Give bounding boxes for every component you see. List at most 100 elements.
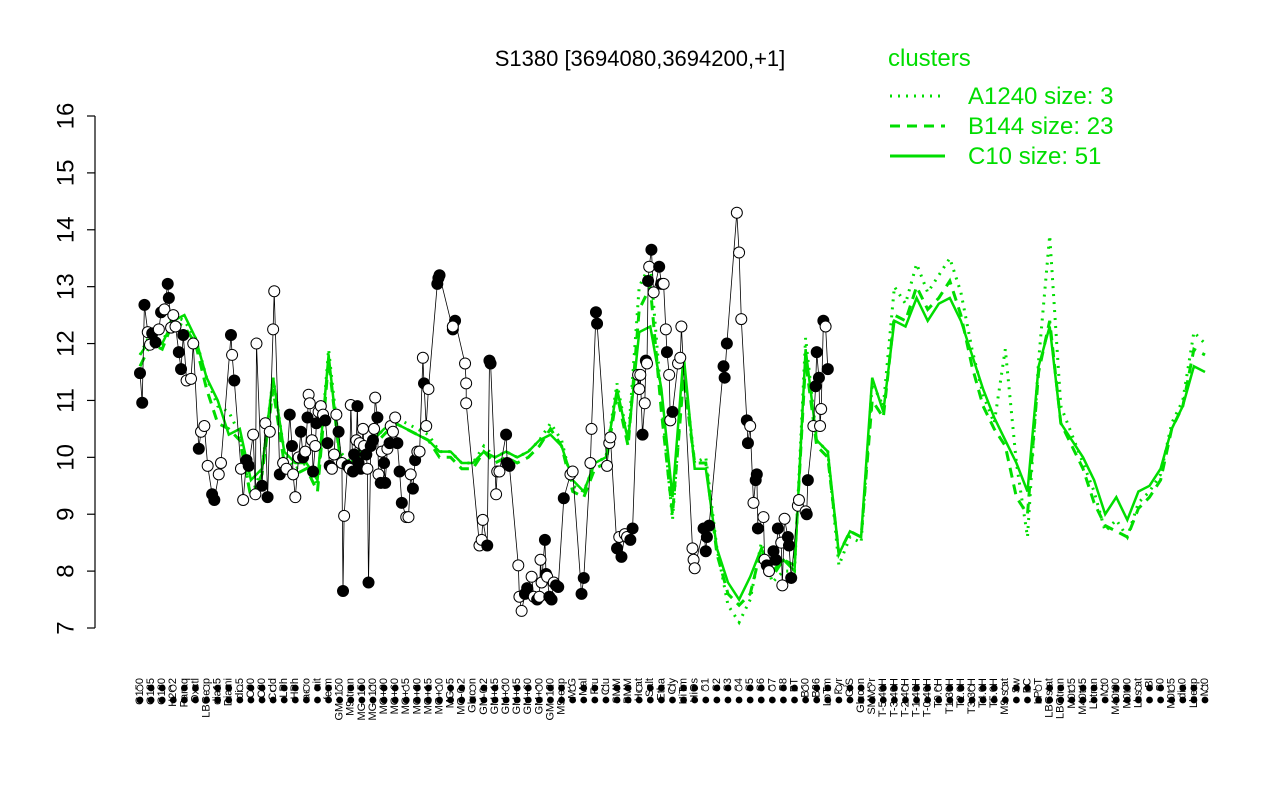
data-point: [393, 465, 406, 478]
rug-marker: [890, 696, 898, 704]
rug-marker: [347, 696, 355, 704]
data-point: [267, 323, 280, 336]
rug-marker: [791, 696, 798, 704]
data-point: [703, 519, 716, 532]
rug-marker: [402, 684, 410, 692]
data-point: [321, 437, 334, 450]
data-point: [158, 303, 171, 316]
rug-marker: [702, 684, 710, 692]
data-point: [169, 320, 182, 333]
data-point: [792, 494, 805, 506]
data-point: [624, 533, 637, 546]
data-point: [744, 420, 757, 433]
data-point: [301, 411, 314, 424]
data-point: [172, 346, 185, 359]
data-point: [237, 494, 250, 506]
rug-marker: [1090, 696, 1098, 704]
rug-marker: [436, 684, 443, 692]
data-point: [552, 581, 565, 594]
rug-marker: [336, 684, 344, 692]
rug-marker: [658, 684, 665, 692]
data-point: [645, 243, 658, 256]
x-tick-label: G180: [156, 678, 168, 705]
rug-marker: [535, 696, 543, 704]
rug-marker: [713, 684, 721, 692]
data-point: [422, 383, 435, 396]
data-point: [642, 274, 655, 287]
data-point: [167, 309, 180, 322]
rug-marker: [635, 684, 643, 692]
rug-marker: [192, 684, 199, 692]
rug-marker: [813, 696, 821, 704]
data-point: [810, 346, 823, 359]
data-point: [332, 425, 345, 438]
data-point: [185, 372, 198, 385]
y-tick-label: 12: [52, 330, 79, 357]
data-point: [814, 420, 827, 433]
rug-marker: [458, 696, 466, 704]
rug-marker: [280, 696, 288, 704]
rug-marker: [147, 684, 155, 692]
rug-marker: [1046, 696, 1054, 704]
data-point: [249, 488, 262, 501]
rug-marker: [258, 684, 266, 692]
rug-marker: [1168, 696, 1176, 704]
rug-marker: [791, 684, 798, 692]
rug-marker: [447, 696, 455, 704]
rug-marker: [169, 684, 177, 692]
rug-marker: [990, 684, 998, 692]
data-point: [404, 468, 417, 481]
rug-marker: [1024, 684, 1031, 692]
data-point: [460, 397, 473, 410]
data-point: [152, 323, 165, 336]
rug-marker: [1079, 696, 1087, 704]
data-point: [242, 459, 255, 472]
rug-marker: [835, 696, 843, 704]
data-point: [484, 357, 497, 370]
rug-marker: [1013, 696, 1020, 704]
rug-marker: [735, 684, 743, 692]
rug-marker: [580, 696, 588, 704]
rug-marker: [591, 696, 599, 704]
data-point: [751, 522, 764, 535]
data-point: [287, 468, 300, 481]
rug-marker: [303, 696, 310, 704]
data-point: [534, 553, 547, 566]
x-tick-label: Bl: [1143, 678, 1155, 688]
data-point: [557, 492, 570, 505]
data-point: [735, 313, 748, 326]
data-point: [369, 391, 382, 404]
data-point: [356, 422, 369, 435]
rug-marker: [158, 696, 166, 704]
rug-marker: [203, 684, 210, 692]
rug-marker: [1135, 696, 1142, 704]
rug-marker: [380, 684, 388, 692]
rug-marker: [247, 684, 255, 692]
legend: clusters A1240 size: 3 B144 size: 23 C10 s…: [888, 45, 1113, 170]
data-point: [785, 571, 798, 584]
data-point: [512, 559, 525, 572]
data-point: [801, 474, 814, 487]
rug-marker: [1101, 684, 1109, 692]
data-point: [638, 397, 651, 410]
y-tick-label: 9: [52, 508, 79, 521]
data-point: [294, 425, 307, 438]
rug-marker: [669, 696, 676, 704]
rug-marker: [1046, 684, 1054, 692]
data-point: [328, 448, 341, 461]
rug-marker: [291, 696, 299, 704]
data-point: [674, 351, 687, 364]
rug-marker: [447, 684, 455, 692]
rug-marker: [569, 684, 577, 692]
rug-marker: [979, 696, 987, 704]
rug-marker: [735, 696, 743, 704]
data-point: [338, 509, 351, 522]
rug-marker: [1057, 696, 1065, 704]
data-point: [201, 459, 214, 472]
rug-marker: [979, 684, 987, 692]
data-point: [538, 533, 551, 546]
data-point: [361, 462, 374, 475]
rug-marker: [846, 696, 854, 704]
data-point: [337, 585, 350, 598]
